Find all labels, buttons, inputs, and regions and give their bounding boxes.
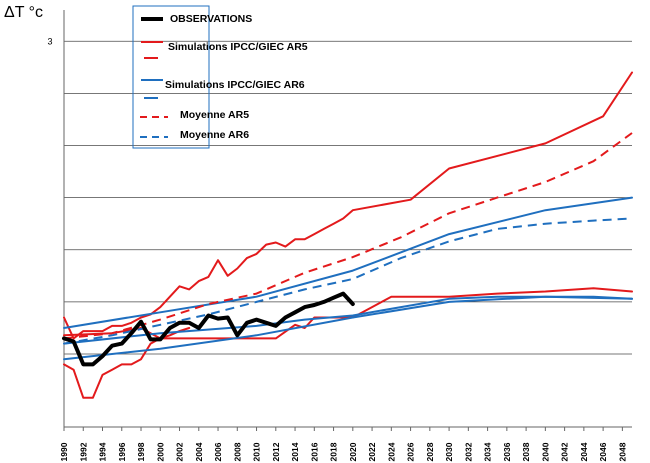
axes	[63, 10, 632, 428]
y-axis-label: ΔT °c	[4, 4, 43, 21]
x-tick-label: 2022	[367, 442, 377, 461]
x-tick-label: 2018	[329, 442, 339, 461]
x-tick-label: 2008	[232, 442, 242, 461]
series-line-moyenne-ar5	[63, 132, 633, 340]
x-tick-label: 1996	[117, 442, 127, 461]
series-lines	[62, 71, 633, 399]
x-tick-label: 2040	[540, 442, 550, 461]
x-tick-label: 2002	[175, 442, 185, 461]
x-tick-label: 2048	[617, 442, 627, 461]
y-tick-labels: 3	[47, 36, 52, 46]
y-tick-label: 3	[47, 36, 52, 46]
legend-label-simulations-ipcc-giec-ar5: Simulations IPCC/GIEC AR5	[168, 41, 308, 53]
gridlines	[64, 40, 632, 355]
x-tick-label: 2014	[290, 442, 300, 461]
series-line-simulations-ipcc-giec-ar5-lower	[63, 327, 191, 399]
x-tick-label: 2026	[406, 442, 416, 461]
x-tick-label: 2036	[502, 442, 512, 461]
series-line-simulations-ipcc-giec-ar6-lower	[63, 295, 633, 361]
x-tick-label: 1990	[59, 442, 69, 461]
legend: OBSERVATIONS Simulations IPCC/GIEC AR5 Sim…	[132, 5, 308, 149]
series-line-moyenne-ar6	[63, 217, 633, 345]
legend-box	[132, 5, 210, 149]
series-line-observations	[62, 291, 355, 367]
x-tick-label: 2046	[598, 442, 608, 461]
x-tick-label: 2032	[463, 442, 473, 461]
legend-label-moyenne-ar5: Moyenne AR5	[180, 109, 249, 121]
x-tick-label: 2024	[386, 442, 396, 461]
legend-label-observations: OBSERVATIONS	[170, 13, 252, 25]
x-tick-label: 2006	[213, 442, 223, 461]
series-line-simulations-ipcc-giec-ar5-upper	[63, 71, 633, 340]
x-tick-label: 2004	[194, 442, 204, 461]
series-line-simulations-ipcc-giec-ar5-middle	[63, 287, 633, 340]
series-line-simulations-ipcc-giec-ar6-upper	[63, 196, 633, 329]
x-tick-label: 2030	[444, 442, 454, 461]
x-tick-label: 2000	[155, 442, 165, 461]
x-tick-label: 2016	[309, 442, 319, 461]
x-tick-label: 2042	[560, 442, 570, 461]
x-tick-label: 2028	[425, 442, 435, 461]
x-tick-label: 2044	[579, 442, 589, 461]
x-tick-label: 2010	[252, 442, 262, 461]
x-tick-label: 2020	[348, 442, 358, 461]
x-tick-labels: 1990 1992 1994 1996 1998 2000 2002 2004 2006 2008…	[59, 427, 627, 461]
x-tick-label: 2012	[271, 442, 281, 461]
legend-label-simulations-ipcc-giec-ar6: Simulations IPCC/GIEC AR6	[165, 79, 305, 91]
x-tick-label: 1998	[136, 442, 146, 461]
x-tick-label: 2038	[521, 442, 531, 461]
x-tick-label: 1992	[78, 442, 88, 461]
legend-label-moyenne-ar6: Moyenne AR6	[180, 129, 249, 141]
x-tick-label: 2034	[483, 442, 493, 461]
x-tick-label: 1994	[98, 442, 108, 461]
